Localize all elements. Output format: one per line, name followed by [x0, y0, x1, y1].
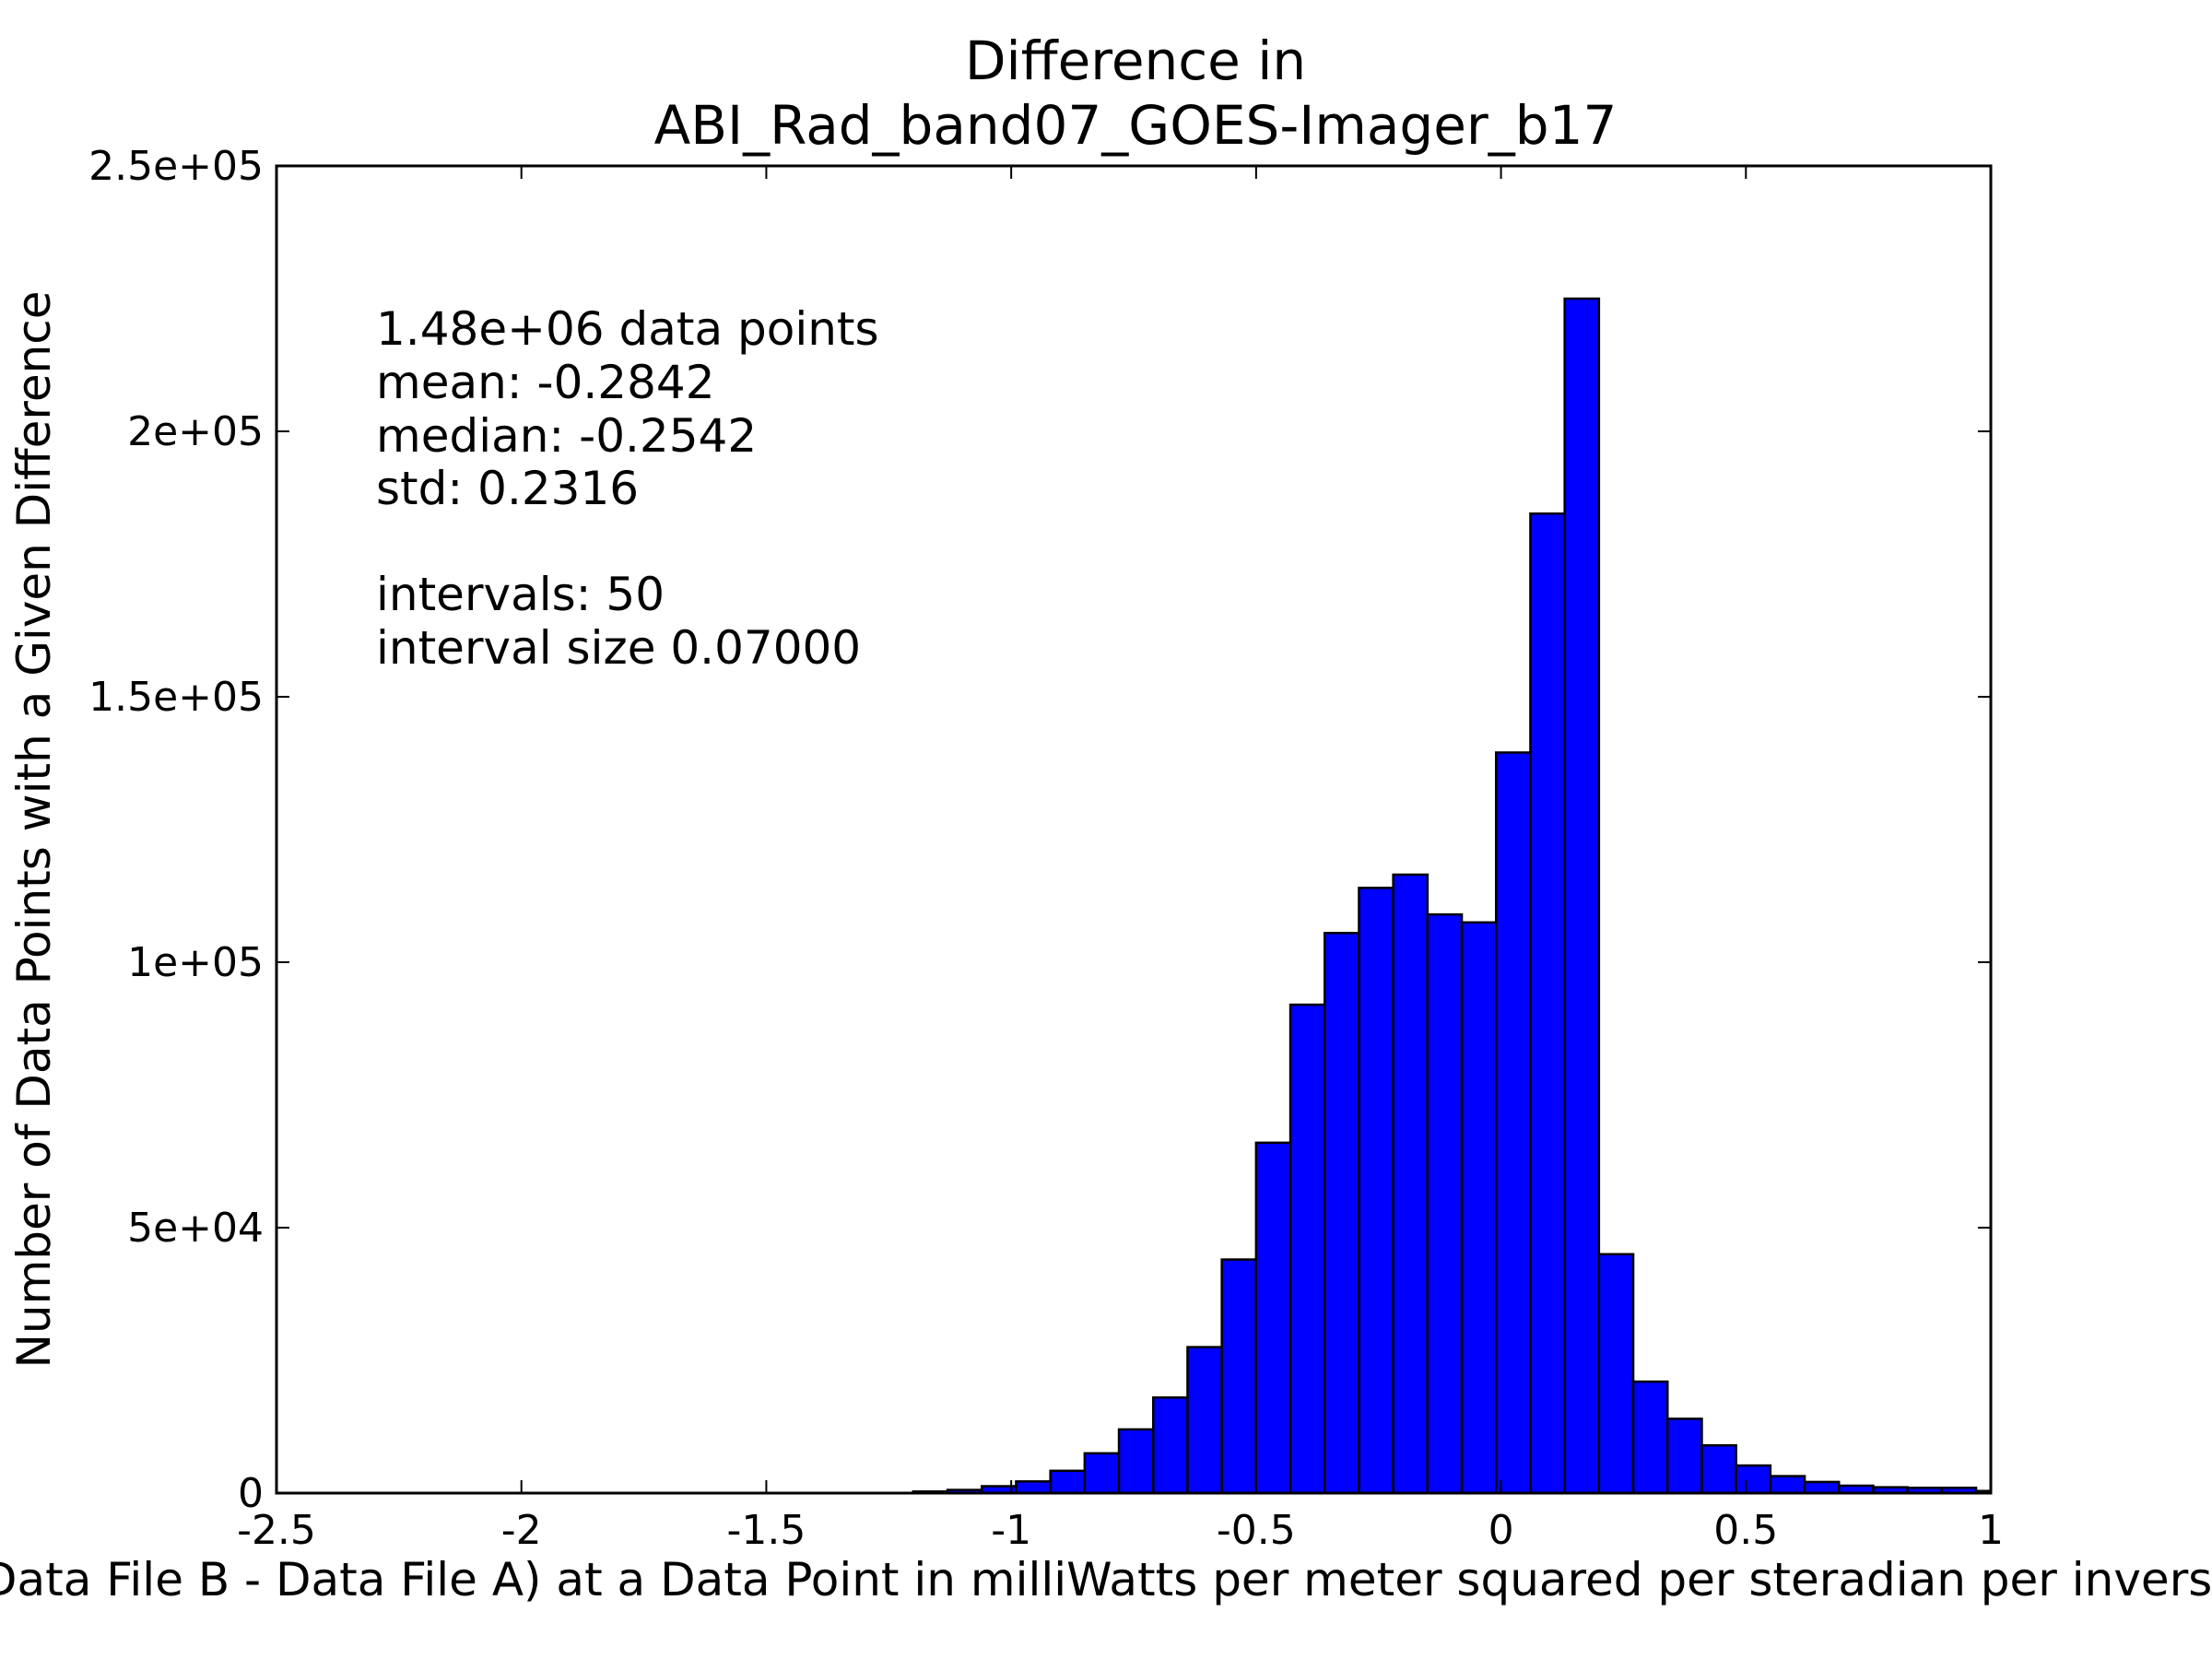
- x-tick-label: -0.5: [1217, 1507, 1296, 1554]
- y-ticks-group: 0 5e+04 1e+05 1.5e+05 2e+05 2.5e+05: [88, 143, 1991, 1517]
- histogram-bar: [1631, 1380, 1669, 1495]
- histogram-bar: [1460, 921, 1498, 1495]
- histogram-bar: [1700, 1443, 1737, 1495]
- histogram-bar: [1186, 1346, 1223, 1495]
- histogram-bar: [1015, 1480, 1052, 1495]
- x-tick-label: -2: [501, 1507, 542, 1554]
- histogram-bar: [1288, 1003, 1326, 1495]
- histogram-bar: [1254, 1141, 1292, 1495]
- chart-title-line-1: Difference in: [965, 29, 1306, 92]
- stats-annotation: 1.48e+06 data points mean: -0.2842 media…: [376, 302, 879, 675]
- x-ticks-group: -2.5 -2 -1.5 -1 -0.5 0 0.5 1: [237, 166, 2004, 1554]
- x-tick-label: -1.5: [726, 1507, 806, 1554]
- x-tick-label: 1: [1978, 1507, 2004, 1554]
- y-axis-label: Number of Data Points with a Given Diffe…: [7, 290, 61, 1368]
- histogram-bar: [1152, 1396, 1189, 1495]
- annotation-line: std: 0.2316: [376, 462, 639, 515]
- histogram-bar: [1324, 932, 1360, 1495]
- chart-title-line-2: ABI_Rad_band07_GOES-Imager_b17: [654, 94, 1618, 157]
- x-axis-label: Value of (Data File B - Data File A) at …: [0, 1553, 2212, 1606]
- annotation-line: mean: -0.2842: [376, 356, 715, 409]
- y-tick-label: 2e+05: [127, 408, 264, 455]
- bars-group: [912, 297, 1993, 1495]
- x-tick-label: -2.5: [237, 1507, 316, 1554]
- x-tick-label: -1: [991, 1507, 1031, 1554]
- plot-frame: [275, 164, 1993, 1495]
- histogram-bar: [1358, 887, 1394, 1495]
- histogram-bar: [1083, 1452, 1121, 1495]
- y-tick-label: 2.5e+05: [88, 143, 264, 190]
- y-tick-label: 1.5e+05: [88, 674, 264, 721]
- histogram-bar: [1220, 1258, 1258, 1495]
- annotation-line: 1.48e+06 data points: [376, 302, 879, 356]
- x-tick-label: 0: [1488, 1507, 1514, 1554]
- annotation-line: median: -0.2542: [376, 409, 757, 463]
- histogram-bar: [1735, 1464, 1772, 1495]
- histogram-bar: [1049, 1469, 1087, 1495]
- histogram-bar: [1529, 512, 1566, 1495]
- histogram-bar: [1803, 1480, 1841, 1495]
- histogram-bar: [1666, 1418, 1703, 1495]
- y-tick-label: 1e+05: [127, 939, 264, 986]
- x-tick-label: 0.5: [1713, 1507, 1778, 1554]
- annotation-line: interval size 0.07000: [376, 621, 861, 675]
- histogram-bar: [1392, 873, 1430, 1495]
- annotation-line: intervals: 50: [376, 568, 665, 621]
- histogram-bar: [1426, 912, 1464, 1495]
- histogram-bar: [1769, 1475, 1806, 1495]
- y-tick-label: 0: [238, 1470, 264, 1517]
- histogram-bar: [1117, 1428, 1155, 1495]
- histogram-bar: [1495, 751, 1532, 1495]
- histogram-bar: [1563, 297, 1601, 1495]
- histogram-bar: [1597, 1253, 1635, 1495]
- y-tick-label: 5e+04: [127, 1205, 264, 1252]
